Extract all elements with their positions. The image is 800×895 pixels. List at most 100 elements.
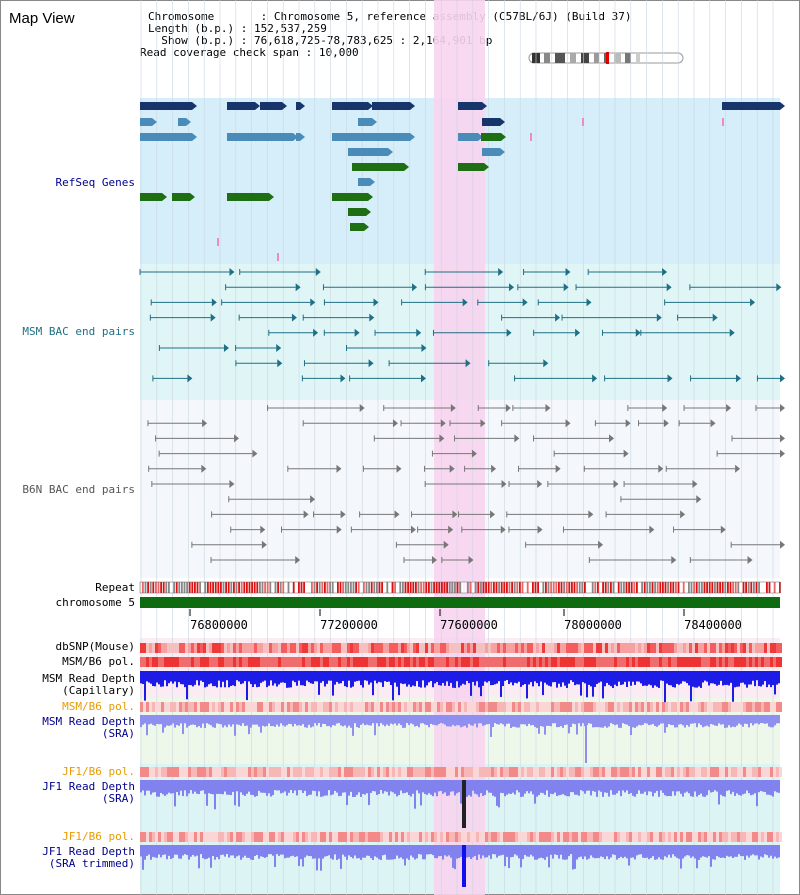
repeat-element (240, 582, 243, 593)
repeat-element (584, 582, 586, 593)
gene-arrow (162, 193, 167, 201)
msm-capillary-depth-bar (324, 671, 326, 687)
jf1-b6-pol-strip-2 (206, 832, 209, 842)
msm-b6-pol-strip-2 (335, 702, 338, 712)
msm-capillary-depth-bar (696, 671, 698, 688)
jf1-b6-pol-strip (197, 767, 200, 777)
msm-b6-pol-strip (623, 657, 626, 667)
msm-b6-pol-strip (692, 657, 695, 667)
msm-b6-pol-strip (575, 657, 578, 667)
jf1-sra-depth-bar (594, 780, 596, 792)
msm-sra-depth-bar (656, 715, 658, 727)
repeat-element (298, 582, 300, 593)
jf1-trim-depth-bar (408, 845, 410, 860)
msm-capillary-depth-bar (656, 671, 658, 687)
msm-capillary-depth-bar (674, 671, 676, 688)
repeat-element (266, 582, 269, 593)
msm-b6-pol-strip-2 (146, 702, 149, 712)
msm-b6-pol-strip (533, 657, 536, 667)
msm-capillary-depth-bar (288, 671, 290, 688)
msm-b6-pol-strip (752, 657, 755, 667)
msm-sra-depth-bar (616, 715, 618, 725)
msm-sra-depth-bar (684, 715, 686, 728)
jf1-sra-depth-bar (572, 780, 574, 793)
msm-b6-pol-strip (437, 657, 440, 667)
jf1-b6-pol-strip (731, 767, 734, 777)
jf1-b6-pol-strip (611, 767, 614, 777)
dbsnp-strip (230, 643, 233, 653)
msm-depth-sra-line1: MSM Read Depth (42, 715, 135, 728)
jf1-b6-pol-strip-2 (542, 832, 545, 842)
jf1-trim-depth-bar (576, 845, 578, 860)
repeat-element (368, 582, 370, 593)
msm-bac-pair-arrow (211, 298, 217, 307)
jf1-b6-pol-strip-2 (557, 832, 560, 842)
msm-sra-depth-bar (324, 715, 326, 725)
jf1-b6-pol-strip (725, 767, 728, 777)
repeat-element (573, 582, 576, 593)
msm-sra-depth-bar (618, 715, 620, 728)
repeat-element (537, 582, 539, 593)
msm-sra-depth-bar (504, 715, 506, 727)
repeat-element (716, 582, 719, 593)
msm-b6-pol-strip-2 (359, 702, 362, 712)
dbsnp-strip (251, 643, 254, 653)
jf1-b6-pol-strip-2 (605, 832, 608, 842)
jf1-sra-depth-bar (552, 780, 554, 795)
repeat-element (555, 582, 558, 593)
msm-capillary-depth-bar (724, 671, 726, 685)
msm-b6-pol-strip-2 (194, 702, 197, 712)
msm-b6-pol-strip-2 (644, 702, 647, 712)
jf1-sra-depth-bar (452, 780, 454, 792)
msm-sra-depth-bar (672, 715, 674, 726)
msm-capillary-depth-bar (676, 671, 678, 684)
jf1-sra-depth-bar (592, 780, 594, 791)
msm-sra-depth-bar (234, 715, 236, 736)
dbsnp-strip (389, 643, 392, 653)
jf1-b6-pol-strip (557, 767, 560, 777)
jf1-b6-pol-strip (296, 767, 299, 777)
msm-b6-pol-strip (473, 657, 476, 667)
jf1-b6-pol-strip-2 (653, 832, 656, 842)
b6n-bac-pair-arrow (229, 480, 235, 488)
repeat-element (604, 582, 607, 593)
gene-arrow (255, 102, 260, 110)
jf1-trim-depth-bar (664, 845, 666, 857)
repeat-element (586, 582, 589, 593)
msm-b6-pol-strip (470, 657, 473, 667)
dbsnp-strip (707, 643, 710, 653)
msm-b6-pol-strip-2 (677, 702, 680, 712)
msm-b6-pol-strip (776, 657, 779, 667)
msm-b6-pol-strip-2 (482, 702, 485, 712)
jf1-b6-pol-strip-2 (662, 832, 665, 842)
repeat-element (729, 582, 732, 593)
msm-sra-depth-bar (336, 715, 338, 724)
repeat-element (529, 582, 532, 593)
msm-b6-pol-strip (482, 657, 485, 667)
jf1-trim-depth-bar (284, 845, 286, 859)
repeat-element (274, 582, 277, 593)
jf1-sra-depth-bar (560, 780, 562, 795)
msm-sra-depth-bar (676, 715, 678, 728)
msm-b6-pol-strip (341, 657, 344, 667)
msm-b6-pol-strip (389, 657, 392, 667)
msm-sra-depth-bar (546, 715, 548, 726)
repeat-element (755, 582, 758, 593)
msm-capillary-depth-bar (648, 671, 650, 685)
gene-arrow (190, 193, 195, 201)
msm-sra-depth-bar (662, 715, 664, 724)
b6n-bac-pair-arrow (613, 480, 619, 488)
b6n-bac-pair-arrow (598, 540, 604, 549)
jf1-sra-depth-bar (760, 780, 762, 791)
msm-bac-pair-arrow (276, 344, 282, 352)
b6n-bac-pair-arrow (303, 510, 309, 519)
msm-capillary-depth-bar (538, 671, 540, 687)
jf1-trim-depth-bar (336, 845, 338, 860)
msm-b6-pol-strip-2 (383, 702, 386, 712)
msm-capillary-depth-bar (610, 671, 612, 687)
repeat-element (490, 582, 493, 593)
msm-b6-pol-strip-2 (686, 702, 689, 712)
msm-capillary-depth-bar (668, 671, 670, 686)
jf1-b6-pol-strip (215, 767, 218, 777)
